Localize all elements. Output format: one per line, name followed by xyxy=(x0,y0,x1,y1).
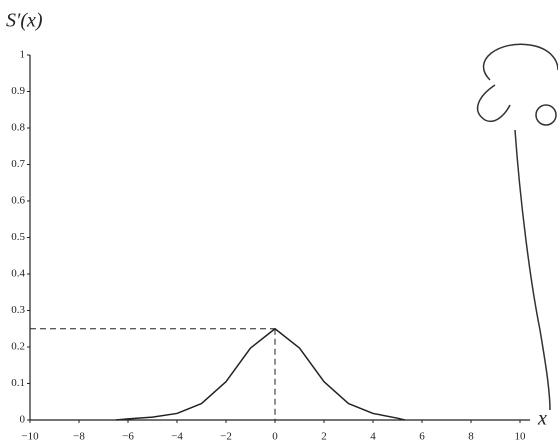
y-tick-label: 0.8 xyxy=(11,122,25,134)
y-tick-label: 0.1 xyxy=(11,377,25,389)
x-tick-label: −4 xyxy=(171,431,183,443)
x-axis-label: x xyxy=(537,408,547,430)
x-tick-label: 4 xyxy=(370,431,376,443)
y-tick-label: 0.3 xyxy=(11,304,25,316)
x-tick-label: 8 xyxy=(468,431,474,443)
y-tick-label: 0.5 xyxy=(11,231,25,243)
y-axis-label: S′(x) xyxy=(6,10,43,32)
x-tick-label: 2 xyxy=(321,431,327,443)
x-tick-label: −6 xyxy=(122,431,134,443)
x-tick-label: 10 xyxy=(515,431,527,443)
y-tick-label: 0.4 xyxy=(11,268,25,280)
y-tick-label: 1 xyxy=(20,49,26,61)
y-tick-label: 0.7 xyxy=(11,158,25,170)
x-tick-label: 0 xyxy=(272,431,278,443)
y-tick-label: 0.2 xyxy=(11,341,25,353)
y-tick-label: 0.9 xyxy=(11,85,25,97)
y-tick-label: 0 xyxy=(20,414,26,426)
x-tick-label: −10 xyxy=(21,431,39,443)
y-tick-label: 0.6 xyxy=(11,195,25,207)
cartoon-character xyxy=(476,43,558,411)
x-tick-label: 6 xyxy=(419,431,425,443)
x-tick-label: −2 xyxy=(220,431,232,443)
line-series xyxy=(115,328,406,421)
x-tick-label: −8 xyxy=(73,431,85,443)
